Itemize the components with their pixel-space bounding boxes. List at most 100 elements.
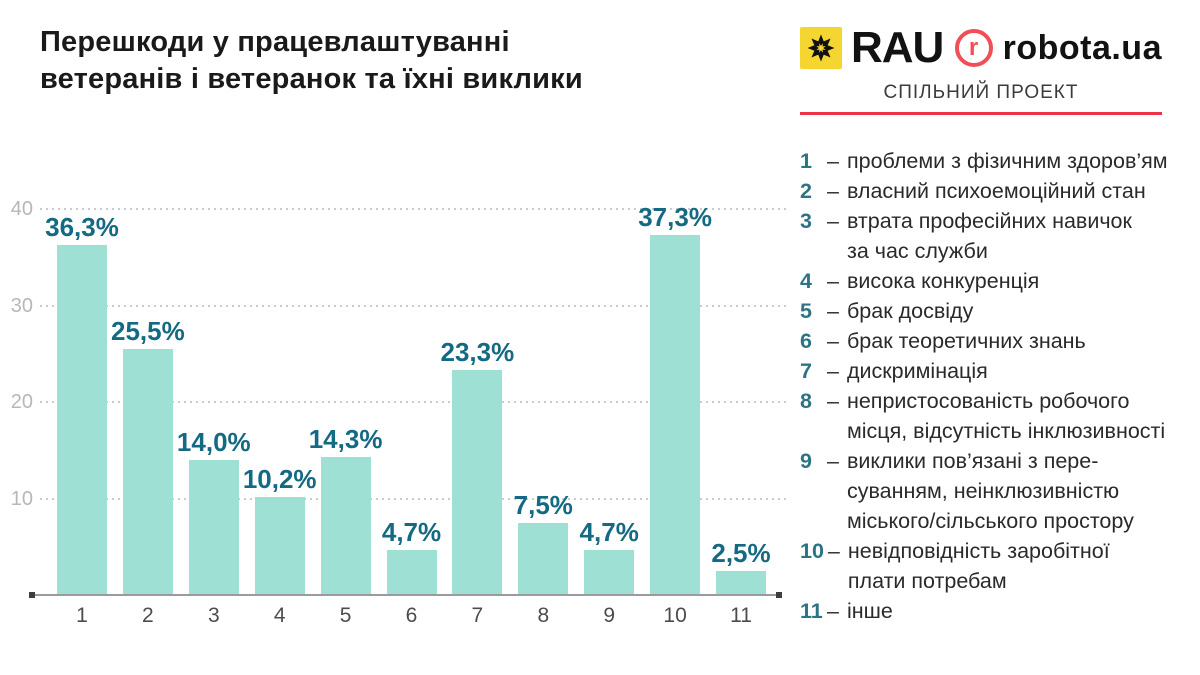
bar-6 [386,549,437,595]
gridline-20 [40,401,787,404]
bar-value-label-2: 25,5% [111,316,185,347]
bar-3 [188,460,239,595]
legend-item-11: 11– інше [800,596,1200,626]
y-axis-label-40: 40 [10,198,33,221]
axis-endpoint-right [776,592,782,598]
legend-item-label: брак теоретичних знань [846,329,1086,353]
y-axis-label-20: 20 [10,391,33,414]
bar-8 [518,522,569,595]
legend-item-1: 1– проблеми з фізичним здоров’ям [800,146,1200,176]
legend-item-dash: – [827,359,839,383]
brand-block: RAU r robota.ua СПІЛЬНИЙ ПРОЕКТ [800,24,1162,115]
legend-item-label: інше [846,599,893,623]
x-axis-label-11: 11 [730,604,752,627]
bar-value-label-6: 4,7% [381,516,442,547]
bar-2 [122,349,173,595]
axis-endpoint-left [29,592,35,598]
legend-item-4: 4– висока конкуренція [800,266,1200,296]
bar-chart: 10 20 30 40 36,3% 1 25,5% 2 14,0% 3 10,2% 4 14,3% 5 4,… [10,198,787,627]
bar-value-label-9: 4,7% [579,516,639,547]
x-axis-line [33,594,778,596]
bar-value-label-3: 14,0% [176,427,251,458]
bar-9 [584,549,635,595]
x-axis-label-7: 7 [471,604,484,627]
legend-item-number: 7 [800,359,812,383]
legend-item-9: 9– виклики пов’язані з пере- суванням, не… [800,446,1200,536]
legend-item-6: 6– брак теоретичних знань [800,326,1200,356]
bar-10 [650,235,701,595]
legend-item-label: дискримінація [846,359,988,383]
legend-item-number: 6 [800,329,812,353]
legend-item-label: непристосованість робочого місця, відсут… [846,389,1166,443]
brand-divider-line [800,112,1162,115]
bar-1 [57,245,107,595]
x-axis-label-2: 2 [142,604,154,627]
legend-item-dash: – [827,149,839,173]
bar-value-label-1: 36,3% [45,212,119,243]
robota-ua-logo: r robota.ua [954,28,1162,68]
x-axis-label-4: 4 [273,604,286,627]
chart-legend: 1– проблеми з фізичним здоров’ям 2– власний… [800,146,1200,626]
legend-item-dash: – [827,389,839,413]
legend-item-3: 3– втрата професійних навичок за час служ… [800,206,1200,266]
robota-r-icon: r [954,29,993,67]
rau-logo: RAU [800,23,944,72]
x-axis-label-6: 6 [405,604,418,627]
legend-item-dash: – [827,299,839,323]
legend-item-label: виклики пов’язані з пере- суванням, неін… [846,449,1134,533]
legend-item-label: втрата професійних навичок за час служби [846,209,1132,263]
legend-item-dash: – [827,269,839,293]
y-axis-label-10: 10 [10,487,33,510]
bar-7 [452,370,503,595]
bar-value-label-8: 7,5% [513,489,573,520]
legend-item-label: власний психоемоційний стан [846,179,1146,203]
legend-item-dash: – [827,539,840,563]
bar-5 [320,457,371,595]
x-axis-label-10: 10 [663,604,687,627]
legend-item-8: 8– непристосованість робочого місця, відс… [800,386,1200,446]
legend-item-number: 3 [800,209,812,233]
legend-item-dash: – [827,209,839,233]
legend-item-dash: – [827,599,839,623]
x-axis-label-1: 1 [76,604,88,627]
x-axis-label-9: 9 [603,604,616,627]
legend-item-number: 2 [800,179,812,203]
rau-logo-text: RAU [851,23,944,72]
legend-item-2: 2– власний психоемоційний стан [800,176,1200,206]
legend-item-number: 9 [800,449,812,473]
x-axis-label-5: 5 [339,604,352,627]
bar-value-label-5: 14,3% [308,424,383,455]
gridline-40 [40,208,787,211]
rau-star-icon [800,27,842,69]
bar-value-label-4: 10,2% [242,463,317,494]
bar-11 [716,570,766,595]
legend-item-number: 8 [800,389,812,413]
legend-item-label: невідповідність заробітної плати потреба… [847,539,1110,593]
bar-value-label-10: 37,3% [638,202,712,233]
bar-value-label-7: 23,3% [440,337,515,368]
gridline-10 [40,497,787,500]
y-axis-label-30: 30 [10,294,33,317]
logo-row: RAU r robota.ua [800,24,1162,72]
legend-item-number: 4 [800,269,812,293]
robota-logo-text: robota.ua [1002,28,1162,67]
legend-item-number: 1 [800,149,812,173]
legend-item-5: 5– брак досвіду [800,296,1200,326]
legend-item-dash: – [827,329,839,353]
bar-4 [254,496,305,595]
legend-item-dash: – [827,179,839,203]
legend-item-label: висока конкуренція [846,269,1040,293]
bar-value-label-11: 2,5% [711,537,771,568]
page-title: Перешкоди у працевлаштуванні ветеранів і… [40,26,583,95]
legend-item-number: 10 [800,539,824,563]
project-subtitle: СПІЛЬНИЙ ПРОЕКТ [883,82,1079,103]
legend-item-number: 5 [800,299,812,323]
legend-item-number: 11 [800,599,823,623]
legend-item-dash: – [827,449,839,473]
gridline-30 [40,304,787,307]
legend-item-7: 7– дискримінація [800,356,1200,386]
x-axis-label-8: 8 [537,604,550,627]
x-axis-label-3: 3 [207,604,220,627]
legend-item-label: брак досвіду [846,299,974,323]
